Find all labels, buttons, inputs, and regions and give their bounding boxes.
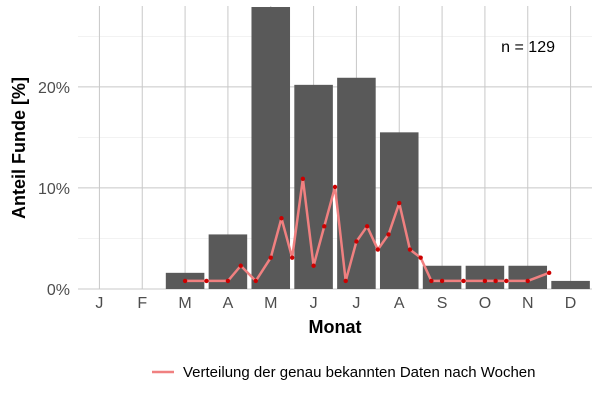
x-tick-label: A: [223, 295, 234, 312]
overlay-point: [311, 263, 316, 268]
overlay-line: [182, 176, 552, 284]
bar-9: [422, 265, 462, 289]
x-tick-label: F: [137, 295, 147, 312]
overlay-point: [332, 184, 338, 190]
x-tick-label: D: [565, 295, 577, 312]
x-tick-label: M: [264, 295, 277, 312]
overlay-point: [268, 255, 273, 260]
overlay-point: [364, 224, 370, 229]
x-tick-label: A: [394, 295, 405, 312]
bar-12: [551, 280, 590, 289]
legend-label: Verteilung der genau bekannten Daten nac…: [183, 364, 536, 381]
bar-10: [465, 265, 505, 289]
overlay-point: [439, 278, 445, 284]
overlay-point: [397, 200, 402, 206]
x-tick-label: M: [178, 295, 191, 312]
overlay-point: [322, 224, 327, 229]
overlay-point: [182, 278, 188, 284]
overlay-point: [253, 278, 258, 284]
bar-8: [379, 132, 419, 289]
overlay-point: [429, 278, 434, 284]
bar-11: [508, 265, 548, 289]
x-axis-title: Monat: [309, 317, 362, 337]
legend: Verteilung der genau bekannten Daten nac…: [152, 364, 536, 381]
overlay-point: [504, 278, 509, 284]
sample-size-annotation: n = 129: [501, 39, 555, 56]
y-tick-label: 10%: [38, 181, 70, 198]
overlay-point: [493, 278, 498, 284]
x-tick-label: O: [479, 295, 491, 312]
x-tick-label: J: [310, 295, 318, 312]
tick-labels: J F M A M J J A S O N D 0% 10% 20%: [38, 80, 576, 312]
overlay-point: [225, 278, 231, 284]
overlay-point: [375, 247, 381, 252]
x-tick-label: N: [522, 295, 534, 312]
overlay-point: [238, 263, 243, 268]
overlay-point: [300, 176, 306, 182]
bar-5: [251, 7, 291, 290]
overlay-point: [407, 247, 413, 252]
overlay-point: [279, 216, 284, 221]
overlay-point: [204, 278, 209, 284]
overlay-point: [418, 255, 423, 260]
y-axis-title: Anteil Funde [%]: [9, 77, 29, 219]
overlay-point: [525, 278, 530, 284]
overlay-point: [461, 278, 466, 284]
overlay-point: [482, 278, 488, 284]
x-tick-label: J: [95, 295, 103, 312]
y-tick-label: 0%: [47, 282, 70, 299]
overlay-line-path: [185, 177, 550, 283]
overlay-point: [354, 239, 359, 244]
overlay-point: [546, 270, 552, 276]
overlay-point: [289, 255, 295, 260]
x-tick-label: J: [352, 295, 360, 312]
overlay-point: [386, 232, 391, 237]
y-tick-label: 20%: [38, 80, 70, 97]
overlay-point: [343, 278, 348, 284]
x-tick-label: S: [437, 295, 448, 312]
